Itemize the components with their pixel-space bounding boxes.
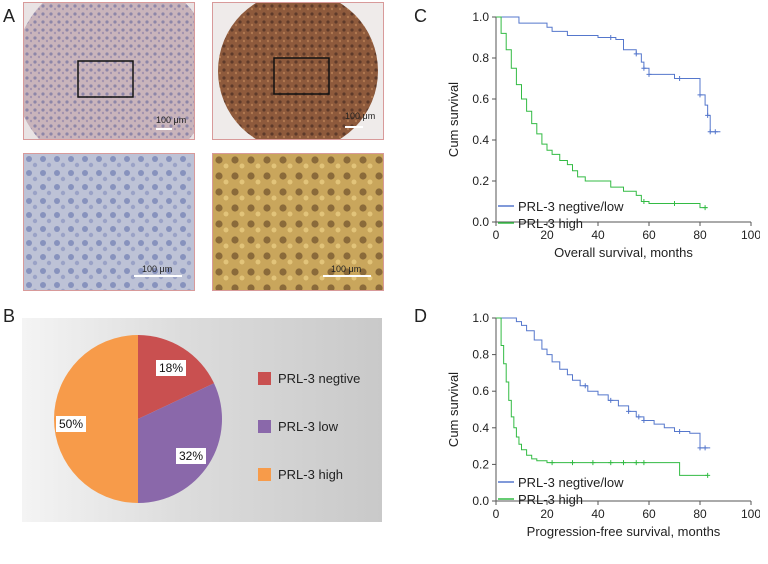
x-axis-label: Progression-free survival, months	[527, 524, 721, 539]
legend-swatch	[258, 372, 271, 385]
micrograph-top-right: 100 μm	[212, 2, 384, 140]
micrograph-bottom-left-image	[24, 154, 194, 290]
y-tick-label: 1.0	[472, 10, 489, 24]
pie-slice-label: 32%	[176, 448, 207, 464]
censor-mark	[646, 71, 652, 77]
micrograph-bottom-left: 100 μm	[23, 153, 195, 291]
scale-bar-label: 100 μm	[156, 115, 187, 125]
km-series-line	[496, 16, 721, 133]
panel-label-c: C	[414, 6, 427, 26]
censor-mark	[636, 414, 642, 420]
pie-slice-label: 50%	[56, 416, 87, 432]
legend-label: PRL-3 high	[278, 467, 344, 482]
censor-mark	[633, 460, 639, 466]
scale-bar-label: 100 μm	[331, 264, 362, 274]
censor-mark	[641, 199, 647, 204]
zoom-box	[273, 57, 330, 95]
y-axis-label: Cum survival	[446, 372, 461, 447]
x-tick-label: 20	[540, 228, 554, 242]
micrograph-top-right-image	[213, 3, 383, 139]
censor-mark	[702, 445, 708, 451]
legend-label: PRL-3 high	[518, 216, 583, 231]
micrograph-top-left-image	[24, 3, 194, 139]
y-tick-label: 0.4	[472, 133, 489, 147]
y-tick-label: 1.0	[472, 311, 489, 325]
censor-mark	[641, 460, 647, 466]
censor-mark	[712, 129, 718, 135]
pie-chart-panel: 18% 32% 50% PRL-3 negtive PRL-3 low PRL-3 hi…	[22, 318, 382, 522]
censor-mark	[570, 460, 575, 466]
overall-survival-chart: 0.0 0.2 0.4 0.6 0.8 1.0 0 20 40 60 80 100 Overall su…	[446, 10, 760, 260]
censor-mark	[677, 76, 683, 81]
panel-label-d: D	[414, 306, 427, 326]
y-tick-label: 0.8	[472, 348, 489, 362]
micrograph-top-left: 100 μm	[23, 2, 195, 140]
legend-label: PRL-3 negtive	[278, 371, 361, 386]
x-tick-label: 80	[693, 228, 707, 242]
legend-label: PRL-3 negtive/low	[518, 475, 624, 490]
km-series-line	[496, 317, 711, 449]
x-tick-label: 20	[540, 507, 554, 521]
censor-mark	[641, 65, 647, 71]
pie-chart	[54, 335, 222, 503]
censor-mark	[608, 35, 614, 40]
y-tick-label: 0.0	[472, 215, 489, 229]
legend-label: PRL-3 low	[278, 419, 338, 434]
x-tick-label: 100	[741, 507, 760, 521]
x-axis-label: Overall survival, months	[554, 245, 693, 260]
micrograph-bottom-right-image	[213, 154, 383, 290]
progression-free-survival-chart: 0.0 0.2 0.4 0.6 0.8 1.0 0 20 40 60 80 100 Progressio…	[446, 311, 760, 539]
censor-mark	[672, 201, 677, 207]
panel-label-a: A	[3, 6, 16, 26]
y-axis-label: Cum survival	[446, 82, 461, 157]
pie-slice-label: 18%	[156, 360, 187, 376]
censor-mark	[582, 383, 588, 389]
zoom-box	[77, 60, 134, 98]
scale-bar-label: 100 μm	[142, 264, 173, 274]
y-tick-label: 0.2	[472, 174, 489, 188]
km-series-line	[496, 16, 708, 209]
censor-mark	[608, 460, 614, 466]
x-tick-label: 40	[591, 228, 605, 242]
censor-mark	[626, 408, 632, 414]
micrograph-bottom-right: 100 μm	[212, 153, 384, 291]
censor-mark	[705, 112, 711, 118]
legend-swatch	[258, 468, 271, 481]
censor-mark	[621, 460, 626, 466]
censor-mark	[707, 129, 713, 135]
censor-mark	[641, 417, 647, 423]
censor-mark	[677, 428, 683, 434]
x-tick-label: 60	[642, 228, 656, 242]
censor-mark	[697, 445, 703, 451]
x-tick-label: 100	[741, 228, 760, 242]
censor-mark	[608, 397, 614, 403]
legend-swatch	[258, 420, 271, 433]
km-series-line	[496, 317, 708, 476]
panel-label-b: B	[3, 306, 16, 326]
x-tick-label: 0	[493, 507, 500, 521]
x-tick-label: 0	[493, 228, 500, 242]
y-tick-label: 0.2	[472, 457, 489, 471]
scale-bar-label: 100 μm	[345, 111, 376, 121]
legend-label: PRL-3 negtive/low	[518, 199, 624, 214]
x-tick-label: 80	[693, 507, 707, 521]
censor-mark	[705, 472, 711, 478]
censor-mark	[702, 205, 708, 211]
y-tick-label: 0.4	[472, 421, 489, 435]
censor-mark	[549, 460, 555, 466]
legend-label: PRL-3 high	[518, 492, 583, 507]
y-tick-label: 0.6	[472, 384, 489, 398]
pie-slice	[138, 383, 222, 503]
pie-slice	[54, 335, 138, 503]
censor-mark	[697, 92, 703, 98]
y-tick-label: 0.6	[472, 92, 489, 106]
x-tick-label: 60	[642, 507, 656, 521]
y-tick-label: 0.8	[472, 51, 489, 65]
y-tick-label: 0.0	[472, 494, 489, 508]
censor-mark	[590, 460, 596, 466]
pie-slice	[138, 335, 215, 419]
x-tick-label: 40	[591, 507, 605, 521]
censor-mark	[633, 51, 639, 57]
